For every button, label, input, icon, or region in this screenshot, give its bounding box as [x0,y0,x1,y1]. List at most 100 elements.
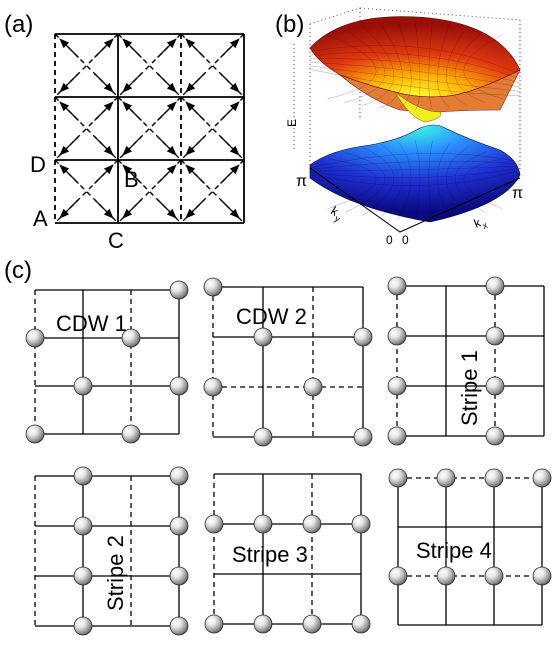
upper-band-apex [394,91,442,123]
point-label-a: A [33,206,48,231]
mesh-line [309,167,521,178]
atom-sphere [353,327,373,347]
atom-sphere [484,468,504,488]
atom-sphere [303,377,323,397]
flux-arrow [185,164,205,184]
atom-sphere [484,566,504,586]
kx-axis-label: k x [472,215,489,231]
panel-a-lattice [54,33,245,224]
mesh-line [437,143,451,219]
flux-arrow [122,199,142,219]
flux-arrow [122,101,142,121]
mesh-line [309,153,521,168]
atom-sphere [387,276,407,296]
atom-sphere [253,327,273,347]
atom-sphere [25,424,45,444]
atom-sphere [388,468,408,488]
atom-sphere [532,566,552,586]
mesh-line [414,19,421,111]
atom-sphere [253,427,273,447]
flux-arrow [94,101,114,121]
mesh-line [309,52,521,79]
ky-zero-tick: 0 [386,233,393,247]
upper-band-mesh [309,19,521,111]
atom-sphere [253,614,273,634]
flux-arrow [157,38,177,58]
flux-arrow [185,38,205,58]
pattern-label-stripe3: Stripe 3 [232,542,308,567]
atom-sphere [73,516,93,536]
flux-arrow [185,136,205,156]
mesh-line [463,34,503,100]
mesh-line [446,147,468,216]
atom-sphere [169,616,189,636]
atom-sphere [436,566,456,586]
atom-sphere [169,566,189,586]
panel-c: (c) CDW 1 CDW 2 Stripe 1 Stripe 2 Stripe… [4,257,552,636]
ky-pi-tick: π [296,173,307,190]
atom-sphere [204,514,224,534]
atom-sphere [203,277,223,297]
atom-sphere [73,566,93,586]
atom-sphere [169,516,189,536]
atom-sphere [353,427,373,447]
mesh-line [309,65,521,92]
plot-axes [293,44,521,233]
mesh-line [437,22,451,109]
atom-sphere [169,280,189,300]
flux-arrow [94,164,114,184]
flux-arrow [157,136,177,156]
atom-sphere [302,514,322,534]
flux-arrow [220,136,240,156]
mesh-line [428,140,433,220]
atom-sphere [203,377,223,397]
atom-sphere [351,514,371,534]
mesh-line [309,160,521,170]
flux-arrow [59,38,79,58]
mesh-line [463,158,503,210]
atom-sphere [351,614,371,634]
panel-b: (b) E π π 0 0 k y k x [275,7,523,247]
flux-arrow [220,199,240,219]
flux-arrow [59,199,79,219]
flux-arrow [59,164,79,184]
atom-sphere [121,328,141,348]
mesh-line [397,20,412,110]
atom-sphere [485,426,505,446]
atom-sphere [388,566,408,586]
panel-a: (a) D B A C [4,11,245,253]
flux-arrow [220,73,240,93]
mesh-line [309,69,521,96]
flux-arrow [94,136,114,156]
flux-arrow [185,101,205,121]
atom-sphere [532,468,552,488]
atom-sphere [121,424,141,444]
pattern-label-stripe2: Stripe 2 [103,535,128,611]
kx-zero-tick: 0 [402,233,409,247]
atom-sphere [169,466,189,486]
panel-b-label: (b) [275,11,304,38]
panel-a-arrows [59,38,240,219]
panel-c-label: (c) [4,257,32,284]
plot-box [309,7,521,170]
atom-sphere [73,376,93,396]
point-label-c: C [108,228,124,253]
svg-text:k: k [472,215,484,231]
atom-sphere [387,326,407,346]
flux-arrow [94,199,114,219]
mesh-line [309,169,521,186]
atom-sphere [485,276,505,296]
panel-a-label: (a) [4,11,33,38]
flux-arrow [122,38,142,58]
atom-sphere [25,328,45,348]
flux-arrow [185,199,205,219]
pattern-label-stripe1: Stripe 1 [457,350,482,426]
mesh-line [428,20,433,110]
atom-sphere [169,376,189,396]
flux-arrow [94,38,114,58]
flux-arrow [122,73,142,93]
mesh-line [344,29,386,103]
mesh-line [309,62,521,88]
flux-arrow [122,164,142,184]
